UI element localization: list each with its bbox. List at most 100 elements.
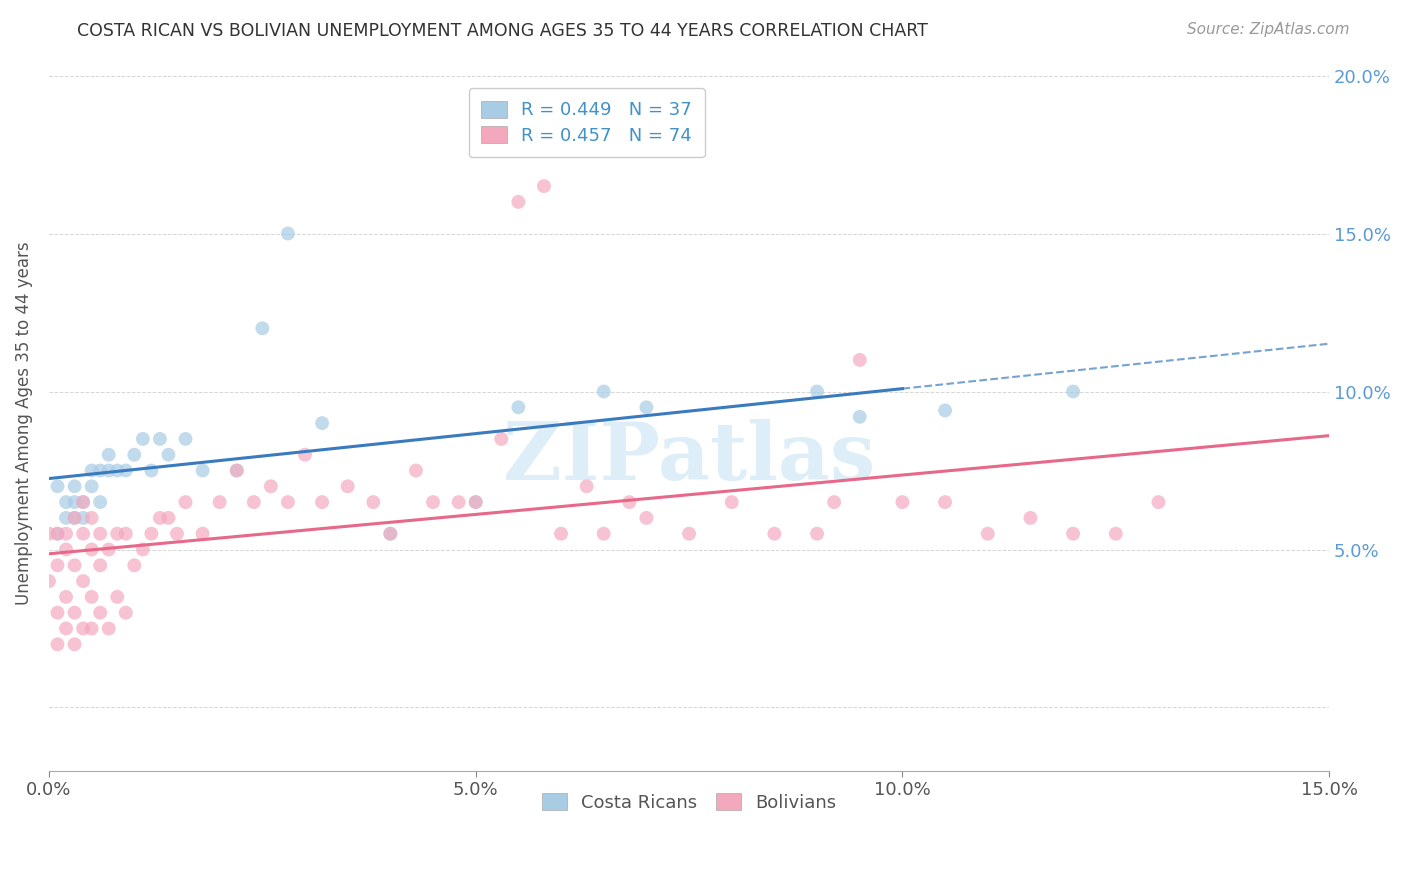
Point — [149, 511, 172, 525]
Point — [55, 622, 77, 636]
Point — [575, 479, 598, 493]
Point — [636, 401, 658, 415]
Point — [891, 495, 914, 509]
Point — [46, 558, 69, 573]
Point — [132, 542, 155, 557]
Point — [72, 495, 94, 509]
Point — [422, 495, 444, 509]
Point — [1147, 495, 1170, 509]
Point — [46, 526, 69, 541]
Point — [97, 542, 120, 557]
Point — [114, 606, 136, 620]
Point — [89, 463, 111, 477]
Point — [977, 526, 1000, 541]
Point — [464, 495, 486, 509]
Point — [46, 637, 69, 651]
Point — [80, 463, 103, 477]
Point — [63, 558, 86, 573]
Point — [132, 432, 155, 446]
Point — [157, 511, 180, 525]
Point — [55, 590, 77, 604]
Text: ZIPatlas: ZIPatlas — [503, 419, 875, 497]
Point — [848, 409, 870, 424]
Point — [405, 463, 427, 477]
Point — [55, 511, 77, 525]
Point — [619, 495, 641, 509]
Point — [63, 511, 86, 525]
Point — [97, 463, 120, 477]
Point — [592, 526, 614, 541]
Point — [934, 495, 956, 509]
Point — [1105, 526, 1128, 541]
Point — [550, 526, 572, 541]
Point — [89, 526, 111, 541]
Point — [934, 403, 956, 417]
Point — [55, 542, 77, 557]
Point — [114, 526, 136, 541]
Point — [191, 463, 214, 477]
Point — [361, 495, 384, 509]
Point — [491, 432, 513, 446]
Point — [46, 526, 69, 541]
Point — [277, 227, 299, 241]
Point — [806, 526, 828, 541]
Point — [174, 432, 197, 446]
Point — [63, 606, 86, 620]
Point — [141, 463, 163, 477]
Point — [174, 495, 197, 509]
Point — [311, 416, 333, 430]
Point — [678, 526, 700, 541]
Point — [38, 574, 60, 588]
Point — [592, 384, 614, 399]
Point — [80, 622, 103, 636]
Point — [508, 401, 530, 415]
Point — [533, 179, 555, 194]
Point — [63, 511, 86, 525]
Point — [243, 495, 266, 509]
Point — [464, 495, 486, 509]
Point — [1019, 511, 1042, 525]
Point — [72, 495, 94, 509]
Point — [294, 448, 316, 462]
Point — [80, 542, 103, 557]
Point — [191, 526, 214, 541]
Point — [63, 479, 86, 493]
Point — [636, 511, 658, 525]
Point — [89, 495, 111, 509]
Point — [508, 194, 530, 209]
Point — [720, 495, 742, 509]
Point — [763, 526, 786, 541]
Y-axis label: Unemployment Among Ages 35 to 44 years: Unemployment Among Ages 35 to 44 years — [15, 242, 32, 605]
Point — [38, 526, 60, 541]
Text: Source: ZipAtlas.com: Source: ZipAtlas.com — [1187, 22, 1350, 37]
Point — [380, 526, 402, 541]
Point — [55, 495, 77, 509]
Text: COSTA RICAN VS BOLIVIAN UNEMPLOYMENT AMONG AGES 35 TO 44 YEARS CORRELATION CHART: COSTA RICAN VS BOLIVIAN UNEMPLOYMENT AMO… — [77, 22, 928, 40]
Point — [46, 479, 69, 493]
Point — [252, 321, 274, 335]
Point — [336, 479, 359, 493]
Point — [105, 463, 128, 477]
Point — [157, 448, 180, 462]
Point — [166, 526, 188, 541]
Point — [260, 479, 283, 493]
Point — [80, 511, 103, 525]
Point — [97, 622, 120, 636]
Point — [97, 448, 120, 462]
Point — [72, 526, 94, 541]
Point — [380, 526, 402, 541]
Point — [63, 637, 86, 651]
Point — [124, 558, 146, 573]
Point — [225, 463, 247, 477]
Point — [149, 432, 172, 446]
Point — [823, 495, 845, 509]
Point — [46, 606, 69, 620]
Point — [80, 590, 103, 604]
Point — [848, 352, 870, 367]
Point — [72, 574, 94, 588]
Point — [105, 590, 128, 604]
Point — [55, 526, 77, 541]
Point — [72, 511, 94, 525]
Point — [311, 495, 333, 509]
Point — [63, 495, 86, 509]
